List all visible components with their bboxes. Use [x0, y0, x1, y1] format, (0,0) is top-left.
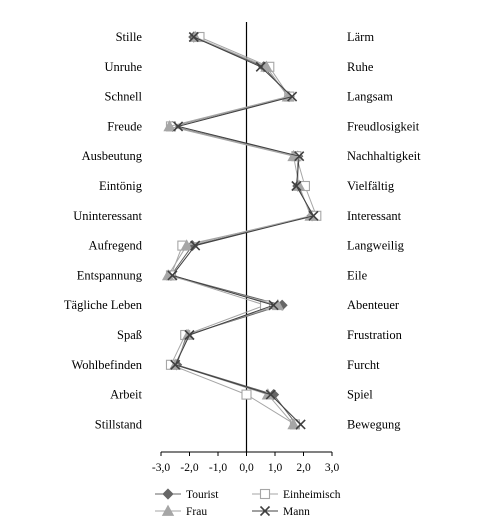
- legend-label: Tourist: [186, 489, 219, 501]
- left-labels: Stille Unruhe Schnell Freude Ausbeutung Eintö…: [64, 30, 143, 431]
- left-label: Entspannung: [77, 268, 143, 282]
- data-point: [294, 151, 305, 162]
- right-label: Vielfältig: [347, 179, 395, 193]
- left-label: Freude: [107, 119, 142, 133]
- data-point: [308, 210, 319, 221]
- left-label: Aufregend: [89, 239, 143, 253]
- right-label: Abenteuer: [347, 298, 400, 312]
- legend-label: Mann: [283, 506, 310, 518]
- right-label: Ruhe: [347, 60, 374, 74]
- left-label: Eintönig: [99, 179, 143, 193]
- legend-item: Tourist: [155, 488, 219, 501]
- right-label: Frustration: [347, 328, 403, 342]
- data-point: [173, 121, 184, 132]
- x-tick-label: -1,0: [209, 462, 227, 474]
- right-labels: Lärm Ruhe Langsam Freudlosigkeit Nachhaltigk…: [347, 30, 421, 431]
- right-label: Spiel: [347, 388, 373, 402]
- data-point: [287, 418, 300, 430]
- data-point: [167, 270, 178, 281]
- axes: -3,0 -2,0 -1,0 0,0 1,0 2,0 3,0: [152, 22, 340, 474]
- data-point: [291, 180, 302, 192]
- series-frau: [161, 30, 317, 430]
- left-label: Tägliche Leben: [64, 298, 143, 312]
- legend-label: Frau: [186, 506, 207, 518]
- x-tick-label: -2,0: [180, 462, 198, 474]
- data-point: [287, 91, 298, 102]
- data-point: [184, 329, 195, 341]
- data-point: [268, 300, 279, 311]
- series-layer: [161, 30, 322, 430]
- data-point: [265, 389, 276, 400]
- right-label: Furcht: [347, 358, 380, 372]
- right-label: Bewegung: [347, 417, 401, 431]
- data-point: [188, 31, 199, 43]
- series-mann: [167, 31, 319, 430]
- left-label: Wohlbefinden: [71, 358, 142, 372]
- legend-label: Einheimisch: [283, 489, 341, 501]
- legend-item: Frau: [155, 504, 207, 518]
- x-tick-label: 3,0: [325, 462, 340, 474]
- right-label: Lärm: [347, 30, 374, 44]
- data-point: [241, 389, 252, 400]
- left-label: Spaß: [117, 328, 142, 342]
- data-point: [180, 239, 193, 251]
- right-label: Nachhaltigkeit: [347, 149, 421, 163]
- legend-item: Mann: [252, 505, 310, 518]
- data-point: [190, 240, 201, 251]
- right-label: Interessant: [347, 209, 402, 223]
- legend-marker: [259, 505, 271, 517]
- left-label: Uninteressant: [73, 209, 142, 223]
- legend: Tourist Einheimisch Frau Mann: [155, 488, 341, 518]
- left-label: Stille: [116, 30, 143, 44]
- right-label: Freudlosigkeit: [347, 119, 420, 133]
- left-label: Ausbeutung: [82, 149, 143, 163]
- x-tick-label: -3,0: [152, 462, 170, 474]
- left-label: Schnell: [105, 90, 143, 104]
- right-label: Langsam: [347, 90, 393, 104]
- data-point: [255, 61, 266, 72]
- series-line: [171, 36, 315, 425]
- legend-marker: [161, 504, 175, 516]
- right-label: Eile: [347, 268, 368, 282]
- left-label: Unruhe: [105, 60, 143, 74]
- series-tourist: [165, 31, 318, 430]
- right-label: Langweilig: [347, 239, 405, 253]
- left-label: Arbeit: [110, 388, 142, 402]
- legend-marker: [162, 488, 174, 500]
- x-tick-label: 0,0: [239, 462, 254, 474]
- data-point: [163, 120, 176, 132]
- x-tick-label: 1,0: [268, 462, 283, 474]
- left-label: Stillstand: [95, 417, 143, 431]
- legend-item: Einheimisch: [252, 488, 341, 501]
- x-tick-label: 2,0: [296, 462, 311, 474]
- data-point: [170, 359, 181, 370]
- data-point: [295, 419, 306, 430]
- legend-marker: [259, 488, 271, 500]
